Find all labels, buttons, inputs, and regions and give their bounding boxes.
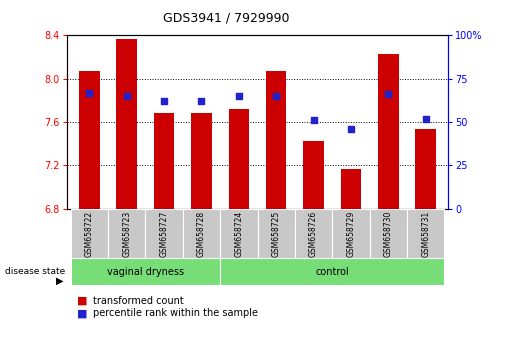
Bar <box>79 71 99 209</box>
Text: GSM658731: GSM658731 <box>421 211 430 257</box>
Point <box>310 118 318 123</box>
FancyBboxPatch shape <box>370 209 407 258</box>
Text: control: control <box>315 267 349 277</box>
FancyBboxPatch shape <box>258 209 295 258</box>
FancyBboxPatch shape <box>220 209 258 258</box>
FancyBboxPatch shape <box>71 209 108 258</box>
Text: GSM658727: GSM658727 <box>160 211 168 257</box>
Bar <box>266 71 286 209</box>
Bar <box>229 109 249 209</box>
Bar <box>340 169 361 209</box>
FancyBboxPatch shape <box>71 258 220 285</box>
Point <box>384 92 392 97</box>
Point <box>160 98 168 104</box>
Bar <box>416 129 436 209</box>
FancyBboxPatch shape <box>407 209 444 258</box>
FancyBboxPatch shape <box>183 209 220 258</box>
FancyBboxPatch shape <box>108 209 145 258</box>
Text: GSM658728: GSM658728 <box>197 211 206 257</box>
Bar <box>154 114 175 209</box>
Text: GSM658723: GSM658723 <box>122 211 131 257</box>
Bar <box>378 54 399 209</box>
Bar <box>303 141 324 209</box>
FancyBboxPatch shape <box>332 209 370 258</box>
FancyBboxPatch shape <box>295 209 332 258</box>
Text: vaginal dryness: vaginal dryness <box>107 267 184 277</box>
Text: GSM658725: GSM658725 <box>272 211 281 257</box>
Text: percentile rank within the sample: percentile rank within the sample <box>93 308 258 318</box>
Point <box>123 93 131 99</box>
Text: GSM658730: GSM658730 <box>384 210 393 257</box>
Bar <box>191 114 212 209</box>
Text: disease state: disease state <box>5 267 65 276</box>
Text: GDS3941 / 7929990: GDS3941 / 7929990 <box>163 12 290 25</box>
Text: GSM658722: GSM658722 <box>85 211 94 257</box>
Text: transformed count: transformed count <box>93 296 183 306</box>
Text: ■: ■ <box>77 308 88 318</box>
Point <box>197 98 205 104</box>
Text: ▶: ▶ <box>56 275 63 286</box>
Point <box>85 90 94 96</box>
Bar <box>116 39 137 209</box>
Point <box>235 93 243 99</box>
Point <box>347 126 355 132</box>
Text: GSM658724: GSM658724 <box>234 211 243 257</box>
FancyBboxPatch shape <box>145 209 183 258</box>
Text: GSM658726: GSM658726 <box>309 211 318 257</box>
Point <box>421 116 430 121</box>
FancyBboxPatch shape <box>220 258 444 285</box>
Text: ■: ■ <box>77 296 88 306</box>
Text: GSM658729: GSM658729 <box>347 211 355 257</box>
Point <box>272 93 280 99</box>
